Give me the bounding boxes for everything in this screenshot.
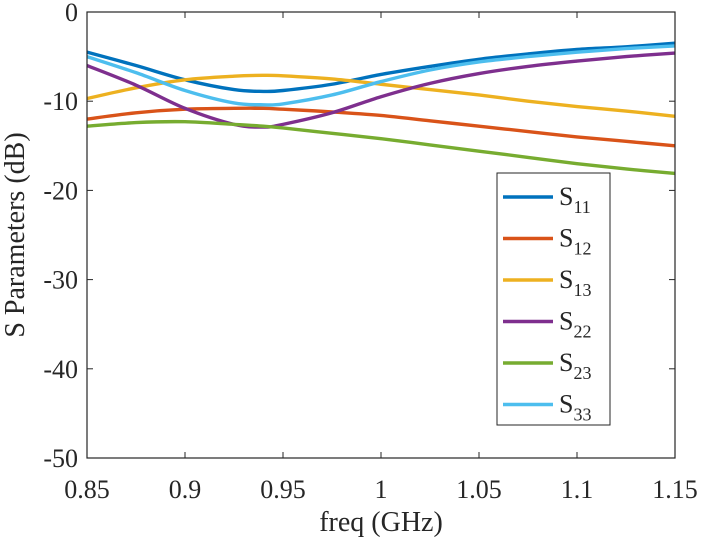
x-axis-label: freq (GHz) [319, 507, 443, 538]
legend-box [496, 172, 611, 426]
x-tick-label: 0.95 [260, 475, 306, 504]
y-tick-label: -10 [43, 87, 78, 116]
x-tick-label: 1.15 [652, 475, 698, 504]
legend: S11 S12 S13 S22 S23 S33 [496, 172, 611, 426]
legend-label-s33: S33 [559, 390, 591, 425]
legend-label-s22: S22 [559, 307, 591, 342]
x-tick-label: 1.1 [561, 475, 594, 504]
legend-label-s12: S12 [559, 224, 591, 259]
x-tick-label: 1 [375, 475, 388, 504]
y-tick-label: -30 [43, 266, 78, 295]
y-tick-label: -50 [43, 444, 78, 473]
y-tick-label: -40 [43, 355, 78, 384]
series-line-s13 [86, 73, 676, 119]
axes-box [86, 11, 676, 459]
x-tick-label: 0.9 [169, 475, 202, 504]
y-axis-label: S Parameters (dB) [0, 132, 31, 337]
axis-ticks: 0.85 0.9 0.95 1 1.05 1.1 1.15 -50 -40 -30 -20 -10 0 [43, 0, 697, 504]
y-tick-label: 0 [65, 0, 78, 27]
x-tick-label: 1.05 [456, 475, 502, 504]
plot-area [86, 41, 676, 176]
y-tick-label: -20 [43, 176, 78, 205]
legend-label-s13: S13 [559, 265, 591, 300]
series-line-s22 [86, 51, 676, 129]
series-line-s33 [86, 44, 676, 107]
legend-label-s23: S23 [559, 348, 591, 383]
legend-label-s11: S11 [559, 182, 591, 217]
x-tick-label: 0.85 [64, 475, 110, 504]
series-line-s23 [86, 119, 676, 176]
